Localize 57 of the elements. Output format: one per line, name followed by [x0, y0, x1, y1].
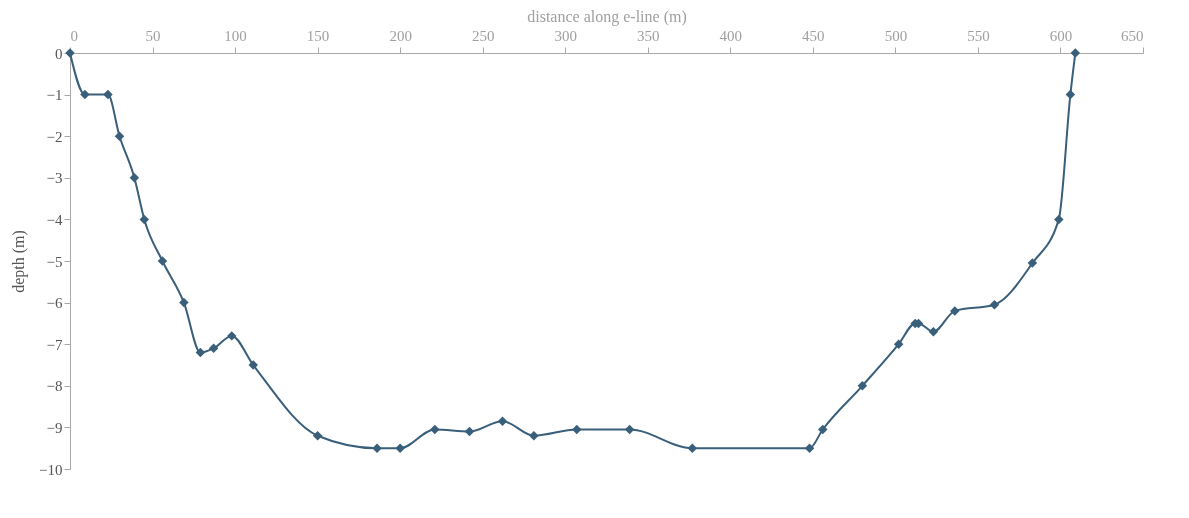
x-axis-title: distance along e-line (m): [527, 7, 687, 26]
point: [497, 416, 508, 426]
y-tick-label: −6: [46, 295, 63, 312]
point: [227, 331, 237, 341]
y-tick-label: −2: [46, 128, 63, 145]
point: [464, 426, 475, 437]
y-tick-label: −8: [46, 378, 63, 395]
point: [1054, 214, 1064, 225]
point: [818, 424, 828, 435]
x-tick-label: 100: [224, 27, 247, 44]
point: [103, 89, 113, 100]
x-tick-label: 500: [884, 27, 908, 44]
point: [157, 256, 168, 266]
y-tick-label: −7: [46, 336, 63, 353]
point: [857, 381, 868, 391]
x-tick-label: 650: [1121, 27, 1144, 44]
point: [430, 424, 440, 435]
x-tick-label: 200: [389, 27, 412, 44]
point: [395, 443, 405, 453]
x-tick-label: 0: [70, 27, 78, 44]
point: [195, 347, 206, 358]
x-tick-label: 400: [719, 27, 743, 44]
y-tick-label: −10: [39, 461, 63, 478]
point: [893, 339, 904, 349]
point: [1070, 48, 1081, 58]
point: [312, 430, 323, 441]
x-tick-label: 350: [637, 27, 660, 44]
point: [687, 443, 698, 453]
x-tick-label: 300: [554, 27, 577, 44]
point: [80, 89, 90, 100]
y-tick-label: −4: [46, 211, 63, 228]
point: [208, 343, 219, 354]
y-axis-title: depth (m): [10, 230, 29, 293]
point: [129, 173, 140, 183]
point: [114, 131, 125, 141]
point: [950, 306, 960, 316]
x-tick-label: 150: [306, 27, 330, 44]
point: [179, 297, 189, 308]
point: [1027, 258, 1038, 268]
point: [529, 430, 539, 441]
x-tick-label: 250: [471, 27, 495, 44]
point: [139, 214, 150, 225]
point: [572, 424, 582, 435]
y-tick-label: −9: [46, 419, 63, 436]
y-tick-label: −5: [46, 253, 63, 270]
y-tick-label: 0: [55, 45, 63, 62]
y-tick-label: −1: [46, 87, 63, 104]
point: [804, 443, 815, 453]
point: [928, 326, 939, 337]
point: [989, 299, 1000, 310]
point: [1065, 89, 1076, 100]
x-tick-label: 600: [1049, 27, 1073, 44]
x-tick-label: 50: [145, 27, 161, 44]
point: [624, 424, 635, 435]
y-tick-label: −3: [46, 170, 63, 187]
x-tick-label: 550: [967, 27, 990, 44]
x-tick-label: 450: [802, 27, 825, 44]
